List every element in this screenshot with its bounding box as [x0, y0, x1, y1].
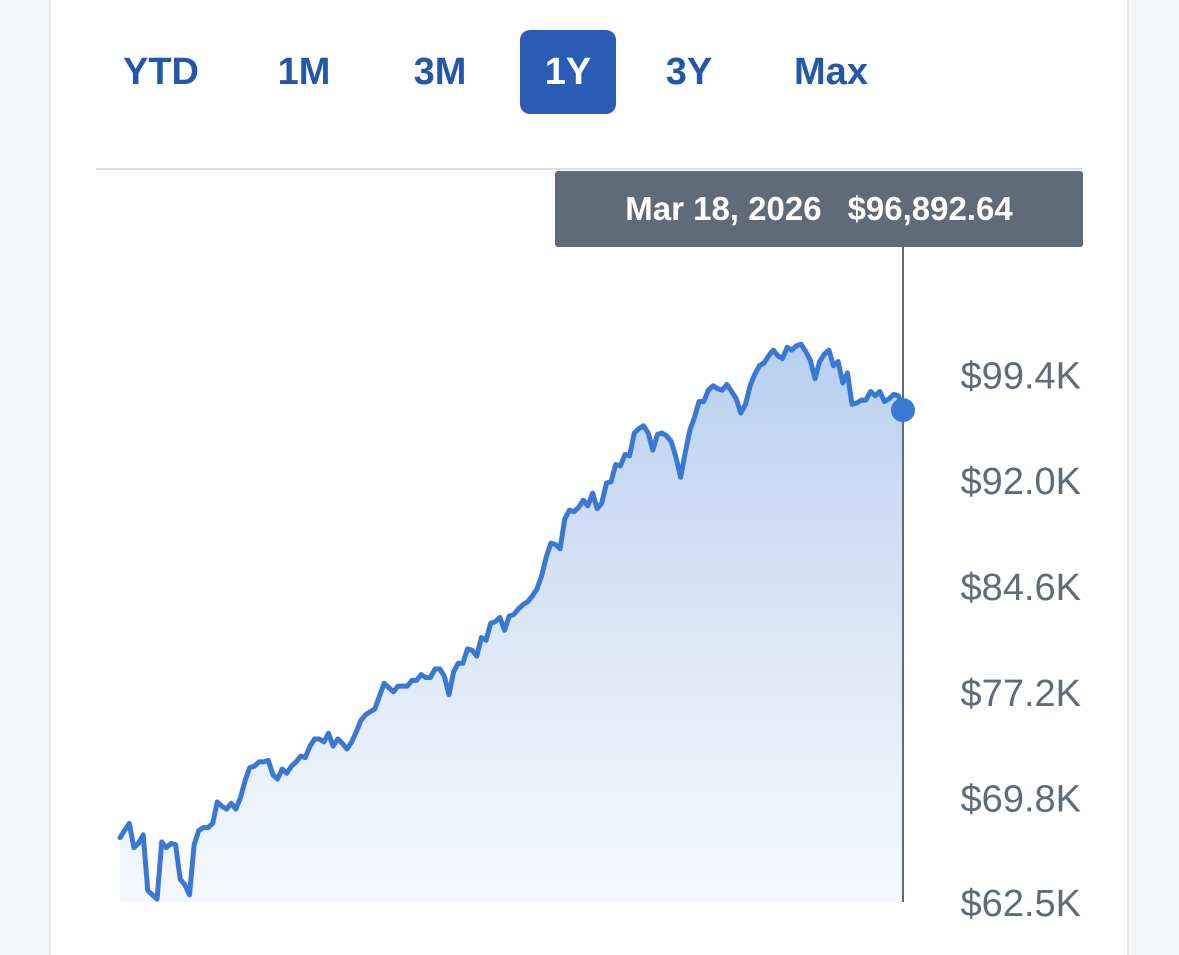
y-tick-label: $69.8K [961, 779, 1081, 821]
hover-point-marker[interactable] [891, 398, 915, 423]
series-line [117, 341, 906, 902]
tooltip-date: Mar 18, 2026 [625, 190, 822, 227]
y-tick-label: $92.0K [961, 461, 1081, 503]
y-tick-label: $84.6K [961, 567, 1081, 609]
y-axis-labels: $62.5K $69.8K $77.2K $84.6K $92.0K $99.4K [961, 355, 1081, 925]
range-tab-1m[interactable]: 1M [277, 50, 331, 93]
range-tab-max[interactable]: Max [794, 50, 868, 93]
area-fill [120, 344, 903, 902]
range-tab-3y[interactable]: 3Y [665, 50, 713, 93]
header-divider [96, 168, 1082, 170]
range-tab-3m[interactable]: 3M [413, 50, 467, 93]
tooltip-value: $96,892.64 [847, 190, 1013, 227]
time-range-selector: YTD 1M 3M 1Y 3Y Max [51, 0, 1127, 140]
y-tick-label: $62.5K [961, 883, 1081, 925]
range-tab-1y[interactable]: 1Y [520, 30, 616, 114]
y-tick-label: $99.4K [961, 355, 1081, 397]
y-tick-label: $77.2K [961, 673, 1081, 715]
value-tooltip: Mar 18, 2026 $96,892.64 [555, 171, 1083, 247]
range-tab-ytd[interactable]: YTD [123, 50, 199, 93]
